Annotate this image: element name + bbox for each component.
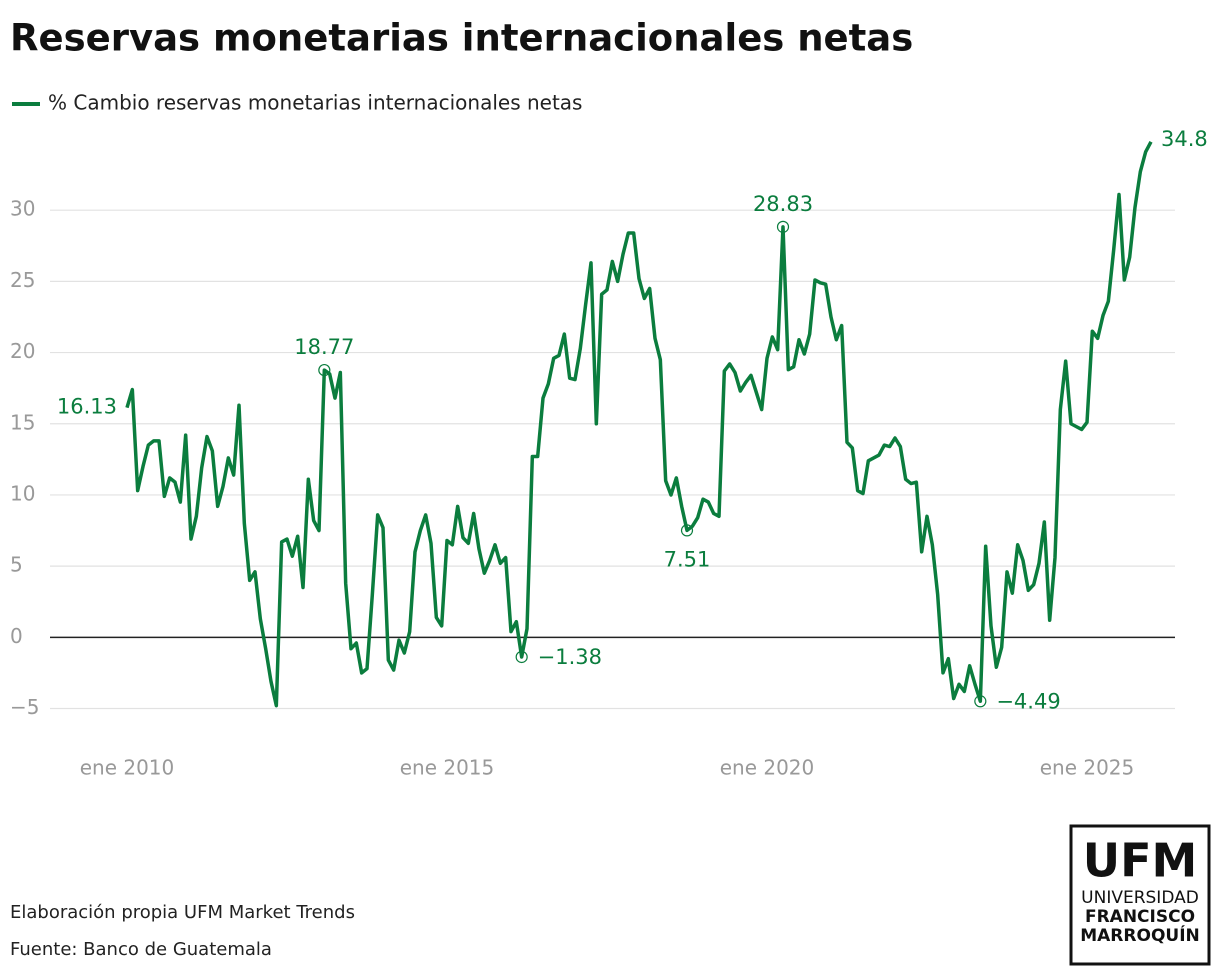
legend-label: % Cambio reservas monetarias internacion…: [48, 91, 582, 115]
point-marker: [318, 363, 331, 377]
y-tick-label: 15: [10, 410, 35, 434]
y-tick-label: 5: [10, 553, 23, 577]
point-marker: [680, 524, 694, 537]
y-tick-label: 10: [10, 481, 35, 505]
y-tick-label: 20: [10, 339, 35, 363]
y-tick-label: 30: [10, 197, 35, 221]
logo-text: FRANCISCO: [1085, 907, 1195, 927]
logo-frame: [1069, 824, 1211, 966]
data-label: 16.13: [57, 395, 117, 419]
y-tick-label: −5: [10, 695, 39, 719]
point-marker: [974, 695, 987, 708]
x-tick-label: ene 2010: [80, 756, 175, 780]
data-label: 28.83: [753, 192, 813, 216]
logo-text: UNIVERSIDAD: [1081, 888, 1199, 908]
source-note: Elaboración propia UFM Market Trends: [10, 902, 355, 923]
chart-title: Reservas monetarias internacionales neta…: [10, 17, 913, 60]
data-label: −1.38: [538, 645, 602, 669]
data-line: [125, 141, 1153, 708]
x-tick-label: ene 2020: [720, 756, 815, 780]
x-tick-label: ene 2015: [400, 756, 495, 780]
logo: UFM UNIVERSIDAD FRANCISCO MARROQUÍN: [1069, 824, 1211, 966]
y-tick-label: 0: [10, 624, 23, 648]
source-note: Fuente: Banco de Guatemala: [10, 939, 272, 960]
point-marker: [776, 220, 790, 233]
data-label: 7.51: [664, 547, 711, 571]
data-label: −4.49: [996, 689, 1060, 713]
logo-text: UFM: [1083, 834, 1198, 888]
data-label: 34.8: [1161, 127, 1208, 151]
x-tick-label: ene 2025: [1040, 756, 1135, 780]
point-marker: [515, 650, 528, 664]
logo-text: MARROQUÍN: [1080, 924, 1200, 946]
data-label: 18.77: [294, 335, 354, 359]
y-tick-label: 25: [10, 268, 35, 292]
